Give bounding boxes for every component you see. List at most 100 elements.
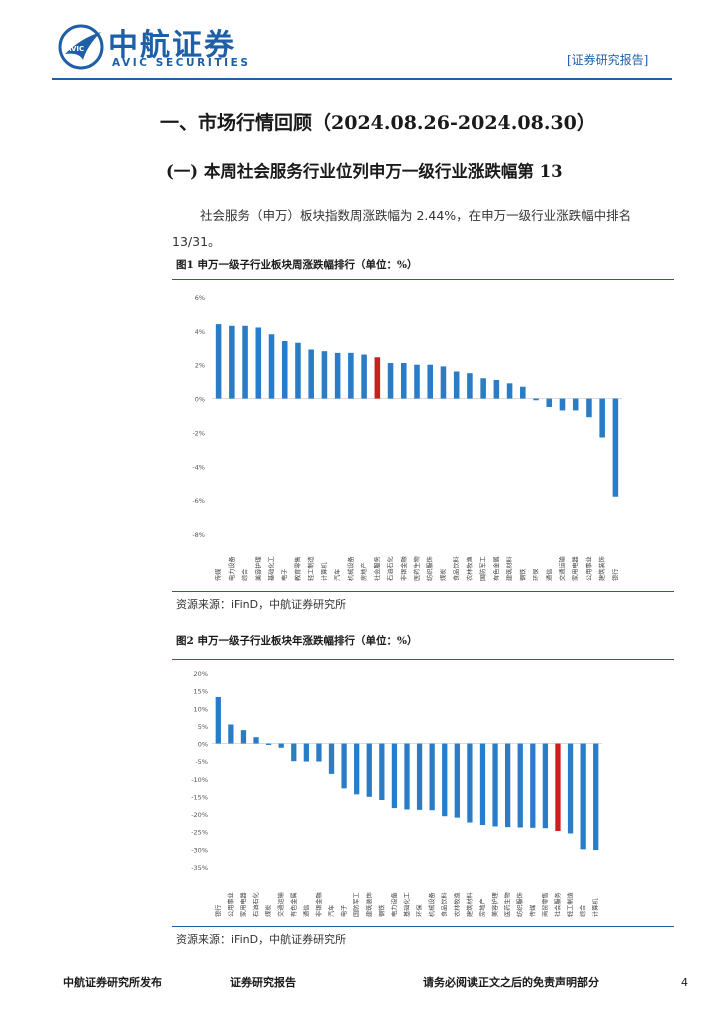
category-label: 房地产 xyxy=(360,562,368,581)
category-label: 石油石化 xyxy=(252,892,260,917)
y-tick-label: -10% xyxy=(191,776,208,784)
bar-综合 xyxy=(242,325,248,399)
figure2-title: 图2 申万一级子行业板块年涨跌幅排行（单位：%） xyxy=(176,635,418,647)
bar-轻工制造 xyxy=(308,349,314,399)
category-label: 钢铁 xyxy=(519,569,527,581)
category-label: 机械设备 xyxy=(347,555,355,581)
header-divider xyxy=(52,78,672,80)
category-label: 基础化工 xyxy=(403,892,411,917)
y-tick-label: 5% xyxy=(198,723,208,731)
brand-name-cn: 中航证券 xyxy=(108,28,236,63)
category-label: 电力设备 xyxy=(228,555,236,581)
category-label: 公用事业 xyxy=(227,892,235,917)
y-tick-label: -15% xyxy=(191,793,208,801)
category-label: 轻工制造 xyxy=(307,556,315,581)
category-label: 商贸零售 xyxy=(541,892,549,917)
category-label: 传媒 xyxy=(215,568,223,581)
bar-家用电器 xyxy=(572,398,579,411)
y-tick-label: -35% xyxy=(191,864,208,872)
bar-社会服务 xyxy=(374,357,381,399)
bar-家用电器 xyxy=(240,730,247,744)
category-label: 国防军工 xyxy=(353,892,361,917)
category-label: 综合 xyxy=(241,569,249,581)
report-tag: [证券研究报告] xyxy=(567,53,649,67)
y-tick-label: -2% xyxy=(192,429,205,437)
category-label: 家用电器 xyxy=(572,555,580,581)
category-label: 电子 xyxy=(281,569,289,581)
y-tick-label: -5% xyxy=(195,758,208,766)
category-label: 通信 xyxy=(302,905,310,917)
bar-有色金属 xyxy=(493,379,500,399)
bar-食品饮料 xyxy=(442,743,448,817)
category-label: 非银金融 xyxy=(400,556,408,581)
category-label: 美容护理 xyxy=(491,892,499,917)
category-label: 汽车 xyxy=(328,905,336,917)
bar-教育零售 xyxy=(295,342,301,399)
bar-石油石化 xyxy=(253,737,259,744)
body-paragraph: 社会服务（申万）板块指数周涨跌幅为 2.44%，在申万一级行业涨跌幅中排名 13… xyxy=(172,208,632,249)
category-label: 轻工制造 xyxy=(567,892,575,917)
bar-农林牧渔 xyxy=(454,743,460,818)
category-label: 有色金属 xyxy=(290,892,298,917)
bar-国防军工 xyxy=(354,743,360,795)
category-label: 医药生物 xyxy=(504,892,512,917)
figure2-bottom-rule xyxy=(172,926,674,927)
bar-综合 xyxy=(580,743,586,850)
logo-text: AVIC xyxy=(66,45,84,53)
bar-社会服务 xyxy=(555,743,561,832)
bar-非银金融 xyxy=(400,363,407,399)
category-label: 农林牧渔 xyxy=(453,892,461,917)
bar-通信 xyxy=(546,398,553,408)
category-label: 汽车 xyxy=(334,569,342,581)
y-tick-label: 0% xyxy=(198,741,208,749)
section-title: 一、市场行情回顾（2024.08.26-2024.08.30） xyxy=(160,112,596,134)
category-label: 计算机 xyxy=(592,898,600,917)
category-label: 钢铁 xyxy=(378,905,386,917)
category-label: 机械设备 xyxy=(428,891,436,917)
y-tick-label: 4% xyxy=(195,328,205,336)
weekly-change-chart: 6% 4% 2% 0% -2% -4% -6% -8% 传媒 电力设备 综合 美容护理 基础化工 电子 教育… xyxy=(192,294,622,581)
category-label: 美容护理 xyxy=(254,556,262,581)
figure1-top-rule xyxy=(172,279,674,280)
category-label: 建筑装饰 xyxy=(598,556,606,581)
category-label: 社会服务 xyxy=(554,892,562,917)
bar-纺织服饰 xyxy=(427,364,434,399)
bar-煤炭 xyxy=(265,743,272,745)
category-label: 食品饮料 xyxy=(453,556,461,581)
figure2-source: 资源来源：iFinD，中航证券研究所 xyxy=(176,933,347,946)
bar-钢铁 xyxy=(520,386,526,399)
category-label: 国防军工 xyxy=(479,556,487,581)
bar-银行 xyxy=(215,696,221,744)
bar-电子 xyxy=(281,341,288,399)
bar-医药生物 xyxy=(505,743,511,828)
footer-disclaimer: 请务必阅读正文之后的免责声明部分 xyxy=(423,976,599,989)
bar-电子 xyxy=(341,743,347,789)
category-label: 医药生物 xyxy=(413,556,421,581)
avic-logo-icon: AVIC xyxy=(58,24,104,70)
category-label: 家用电器 xyxy=(239,891,247,917)
y-tick-label: -4% xyxy=(192,463,205,471)
bar-煤炭 xyxy=(440,366,447,399)
bar-汽车 xyxy=(334,352,341,399)
footer-publisher: 中航证券研究所发布 xyxy=(63,976,162,989)
category-label: 房地产 xyxy=(478,898,486,917)
y-tick-label: 2% xyxy=(195,362,205,370)
bar-交通运输 xyxy=(278,743,284,748)
bar-传媒 xyxy=(530,743,536,828)
category-label: 环保 xyxy=(532,568,540,581)
category-label: 石油石化 xyxy=(387,556,395,581)
yearly-change-chart: 20% 15% 10% 5% 0% -5% -10% -15% -20% -25% -30% -35%… xyxy=(191,670,602,917)
bar-电力设备 xyxy=(229,325,235,399)
category-label: 通信 xyxy=(545,569,553,581)
category-label: 社会服务 xyxy=(373,556,381,581)
category-label: 建筑装饰 xyxy=(365,892,373,917)
bar-建筑材料 xyxy=(506,383,513,399)
y-tick-label: 6% xyxy=(195,294,205,302)
category-label: 教育零售 xyxy=(294,556,302,581)
category-label: 煤炭 xyxy=(265,905,273,917)
bar-房地产 xyxy=(361,354,367,399)
subsection-title: (一) 本周社会服务行业位列申万一级行业涨跌幅第 13 xyxy=(166,162,563,181)
category-label: 食品饮料 xyxy=(441,892,449,917)
page-number: 4 xyxy=(681,976,688,989)
bar-汽车 xyxy=(328,743,335,774)
